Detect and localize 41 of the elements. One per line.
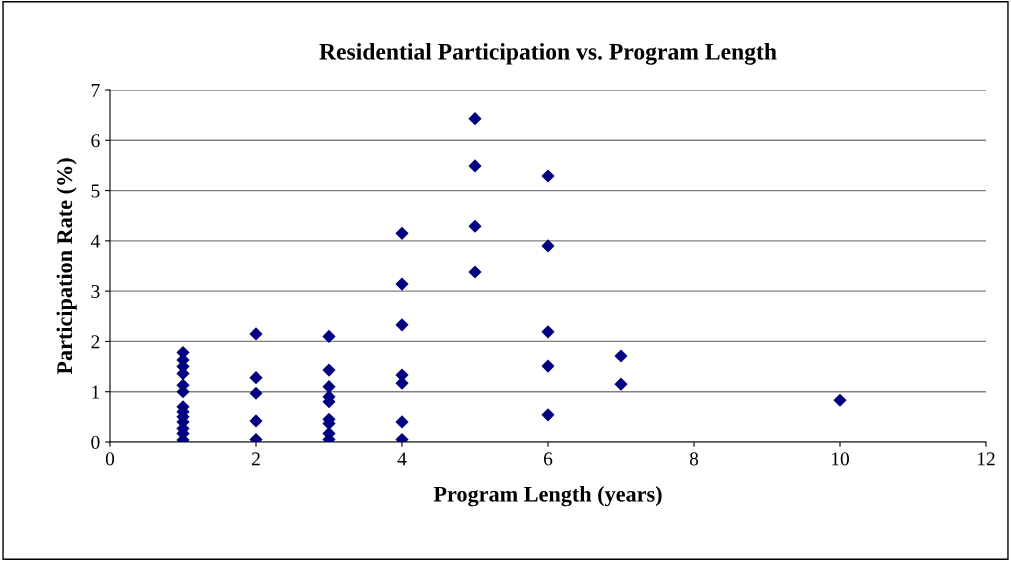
y-tick-label: 5 bbox=[91, 184, 100, 198]
y-tick-label: 2 bbox=[91, 335, 100, 349]
x-tick-label: 4 bbox=[397, 452, 407, 466]
point bbox=[395, 415, 409, 429]
point bbox=[468, 159, 482, 173]
point bbox=[833, 393, 847, 407]
y-tick-label: 1 bbox=[92, 385, 100, 399]
point bbox=[395, 318, 409, 332]
chart-title: Residential Participation vs. Program Length bbox=[319, 43, 777, 65]
x-axis-title: Program Length (years) bbox=[433, 486, 662, 507]
point bbox=[322, 380, 336, 394]
point bbox=[322, 329, 336, 343]
y-tick-label: 7 bbox=[91, 84, 100, 97]
point bbox=[541, 325, 555, 339]
point bbox=[468, 265, 482, 279]
y-tick-label: 0 bbox=[91, 435, 100, 449]
point bbox=[541, 239, 555, 253]
x-tick-label: 12 bbox=[977, 452, 995, 466]
point bbox=[614, 349, 628, 363]
point bbox=[395, 226, 409, 240]
y-axis-title: Participation Rate (%) bbox=[56, 158, 77, 375]
x-tick-label: 8 bbox=[689, 452, 699, 466]
x-tick-label: 6 bbox=[543, 452, 553, 466]
y-tick-label: 4 bbox=[90, 234, 100, 248]
point bbox=[249, 327, 263, 341]
point bbox=[541, 408, 555, 422]
point bbox=[395, 277, 409, 291]
x-tick-label: 0 bbox=[105, 452, 115, 466]
point bbox=[249, 414, 263, 428]
point bbox=[541, 359, 555, 373]
point bbox=[468, 219, 482, 233]
y-tick-label: 6 bbox=[91, 134, 100, 148]
point bbox=[322, 363, 336, 377]
point bbox=[249, 371, 263, 385]
point bbox=[614, 377, 628, 391]
point bbox=[468, 112, 482, 126]
x-tick-label: 2 bbox=[251, 452, 260, 466]
point bbox=[249, 386, 263, 400]
y-tick-label: 3 bbox=[91, 285, 100, 299]
x-tick-label: 10 bbox=[831, 452, 849, 466]
point bbox=[541, 169, 555, 183]
